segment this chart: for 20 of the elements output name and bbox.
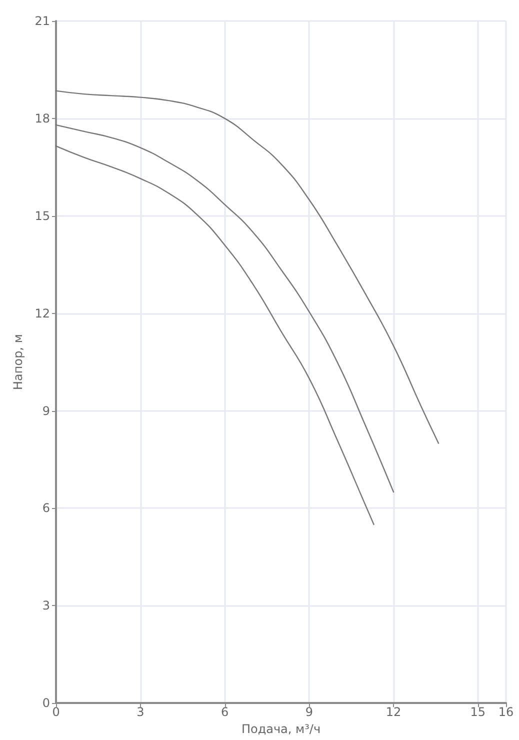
x-tick-label: 9 bbox=[305, 705, 313, 720]
line-series bbox=[55, 145, 374, 526]
x-tick-label: 0 bbox=[52, 705, 60, 720]
y-tick-label: 21 bbox=[34, 14, 50, 28]
x-tick-label: 3 bbox=[136, 705, 144, 720]
y-tick-label: 3 bbox=[42, 598, 50, 613]
x-axis-title: Подача, м³/ч bbox=[241, 722, 321, 736]
y-tick-label: 6 bbox=[42, 501, 50, 516]
x-tick-label: 16 bbox=[498, 705, 514, 720]
x-tick-label: 12 bbox=[386, 705, 402, 720]
y-tick-label: 12 bbox=[34, 306, 50, 320]
y-tick-label: 0 bbox=[42, 696, 50, 710]
y-axis-title: Напор, м bbox=[10, 334, 25, 390]
y-tick-label: 9 bbox=[42, 404, 50, 418]
line-series bbox=[55, 124, 394, 493]
y-tick-label: 18 bbox=[34, 111, 50, 126]
x-tick-label: 6 bbox=[220, 705, 229, 720]
y-tick-label: 15 bbox=[34, 208, 50, 223]
line-series bbox=[55, 90, 440, 444]
x-tick-label: 15 bbox=[470, 705, 486, 720]
